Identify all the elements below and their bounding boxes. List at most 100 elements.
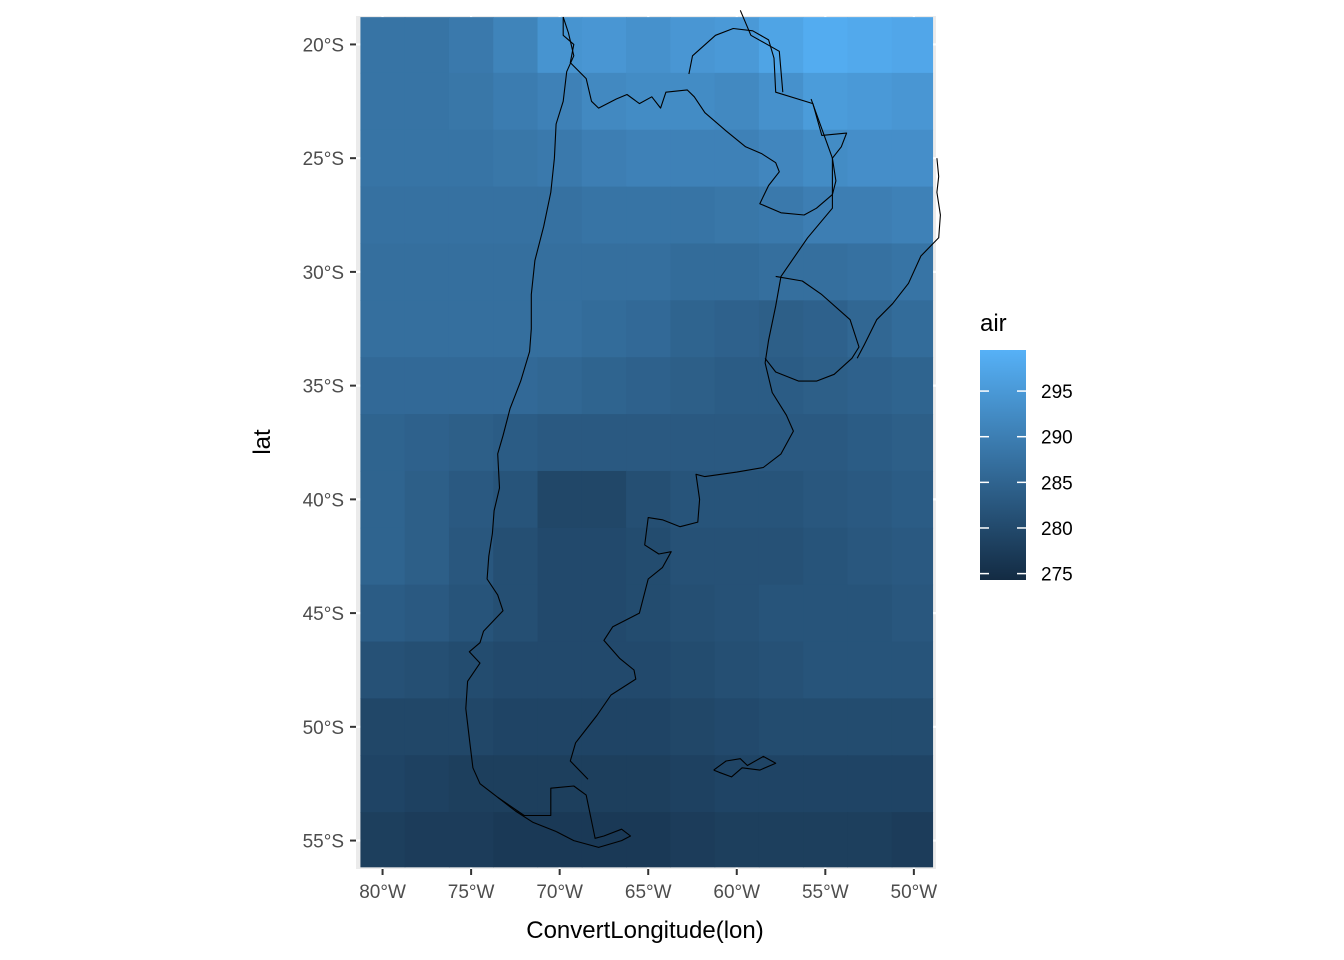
heat-tile <box>758 243 804 301</box>
heat-tile <box>404 17 450 74</box>
coastline <box>562 17 848 216</box>
heat-tile <box>803 698 849 756</box>
heat-tile <box>891 470 934 529</box>
heat-tile <box>537 698 583 756</box>
heat-tile <box>404 527 450 586</box>
legend-colorbar <box>980 350 1026 580</box>
heat-tile <box>891 243 934 301</box>
heat-tile <box>803 300 849 358</box>
heat-tile <box>670 414 716 472</box>
heat-tile <box>714 186 760 245</box>
heat-tile <box>891 641 934 699</box>
heat-tile <box>448 186 494 245</box>
heat-tile <box>404 129 450 188</box>
legend-label: 280 <box>1041 519 1073 540</box>
heat-tile <box>847 755 893 813</box>
heat-tile <box>847 584 893 643</box>
x-tick-label: 70°W <box>536 882 583 903</box>
heat-tile <box>404 584 450 643</box>
legend-label: 275 <box>1041 565 1073 586</box>
x-tick-label: 75°W <box>448 882 495 903</box>
heat-tile <box>891 72 934 131</box>
x-axis: 80°W 75°W 70°W 65°W 60°W 55°W 50°W <box>359 869 937 903</box>
heat-tile <box>581 414 627 472</box>
x-tick-label: 50°W <box>891 882 938 903</box>
heat-tile <box>537 812 583 868</box>
heat-tile <box>758 527 804 586</box>
heat-tile <box>360 755 406 813</box>
heat-tile <box>714 357 760 415</box>
heat-tile <box>670 243 716 301</box>
heat-tile <box>448 755 494 813</box>
y-tick-label: 55°S <box>303 832 344 853</box>
heat-tile <box>714 755 760 813</box>
heat-tile <box>803 527 849 586</box>
heat-tile <box>803 470 849 529</box>
heat-tile <box>714 300 760 358</box>
heat-tile <box>803 584 849 643</box>
heat-tile <box>537 186 583 245</box>
heat-tile <box>803 812 849 868</box>
heat-tile <box>626 527 671 586</box>
heat-tile <box>626 812 671 868</box>
heat-tile <box>758 186 804 245</box>
heat-tile <box>670 129 716 188</box>
heat-tile <box>404 812 450 868</box>
heat-tile <box>448 812 494 868</box>
heat-tile <box>670 698 716 756</box>
heat-tile <box>891 129 934 188</box>
coastline <box>497 785 632 848</box>
heat-tile <box>803 243 849 301</box>
heat-tile <box>758 300 804 358</box>
heat-tile <box>847 641 893 699</box>
heat-tile <box>360 584 406 643</box>
heat-tile <box>847 414 893 472</box>
heat-tile <box>714 17 760 74</box>
heat-tile <box>404 72 450 131</box>
heat-tile <box>360 17 406 74</box>
heat-tile <box>758 129 804 188</box>
heat-tile <box>360 470 406 529</box>
heat-tile <box>891 17 934 74</box>
coastline <box>856 158 941 359</box>
heat-tile <box>404 243 450 301</box>
coastline <box>713 755 777 778</box>
heat-tile <box>493 812 539 868</box>
heat-tile <box>847 186 893 245</box>
heat-tile <box>493 527 539 586</box>
heat-tile <box>670 812 716 868</box>
heat-tile <box>847 470 893 529</box>
x-tick-label: 65°W <box>625 882 672 903</box>
heat-tile <box>670 755 716 813</box>
heat-tile <box>448 129 494 188</box>
heat-tile <box>670 300 716 358</box>
heat-tile <box>581 300 627 358</box>
heat-tile <box>404 414 450 472</box>
x-axis-title: ConvertLongitude(lon) <box>526 917 763 944</box>
heat-tile <box>758 414 804 472</box>
heat-tile <box>891 698 934 756</box>
air-temperature-tiles <box>360 17 934 868</box>
heat-tile <box>670 72 716 131</box>
heat-tile <box>581 186 627 245</box>
x-tick-label: 60°W <box>713 882 760 903</box>
heat-tile <box>847 812 893 868</box>
heat-tile <box>626 414 671 472</box>
heat-tile <box>803 72 849 131</box>
heat-tile <box>360 129 406 188</box>
heat-tile <box>360 527 406 586</box>
heat-tile <box>847 17 893 74</box>
y-axis-title: lat <box>249 429 276 455</box>
coastline <box>569 362 794 780</box>
heat-tile <box>537 584 583 643</box>
heat-tile <box>714 527 760 586</box>
heat-tile <box>626 186 671 245</box>
heat-tile <box>493 357 539 415</box>
color-legend: air 275 280 285 290 295 <box>980 310 1073 586</box>
y-tick-label: 25°S <box>303 149 344 170</box>
coastline <box>739 10 784 93</box>
heat-tile <box>448 17 494 74</box>
heat-tile <box>360 300 406 358</box>
y-tick-label: 20°S <box>303 35 344 56</box>
